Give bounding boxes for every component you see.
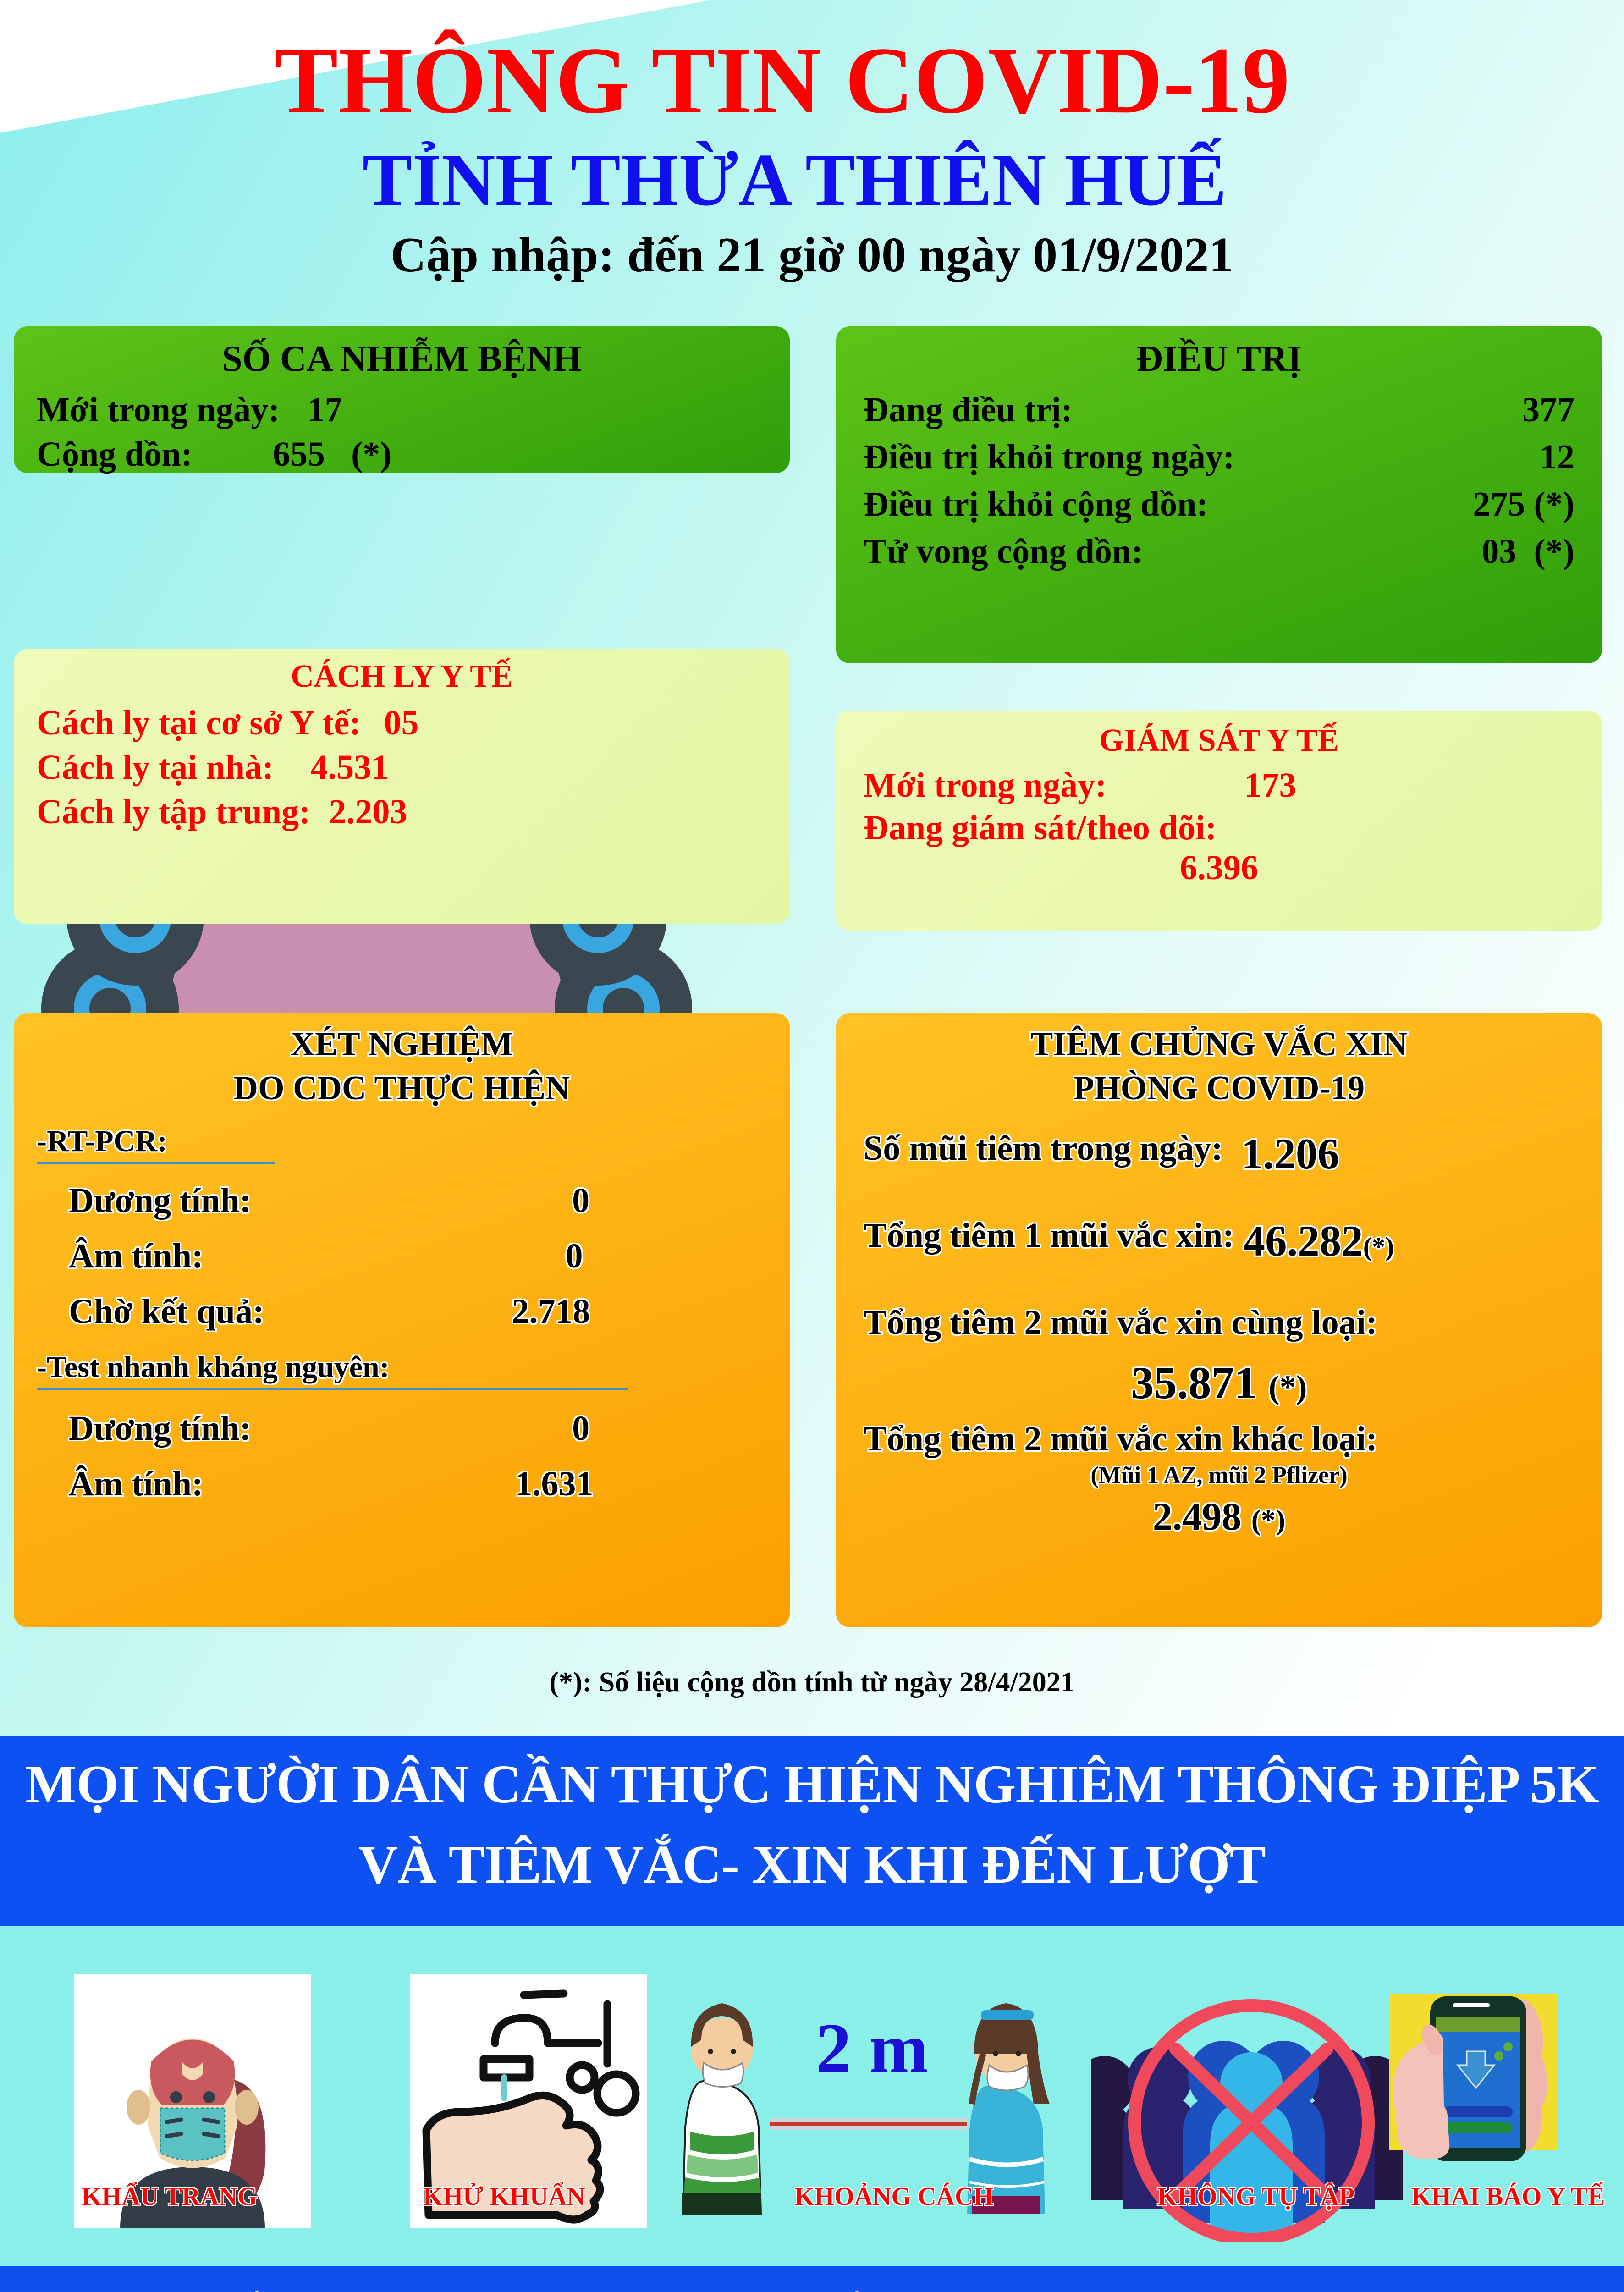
- svg-text:2 m: 2 m: [816, 2009, 928, 2088]
